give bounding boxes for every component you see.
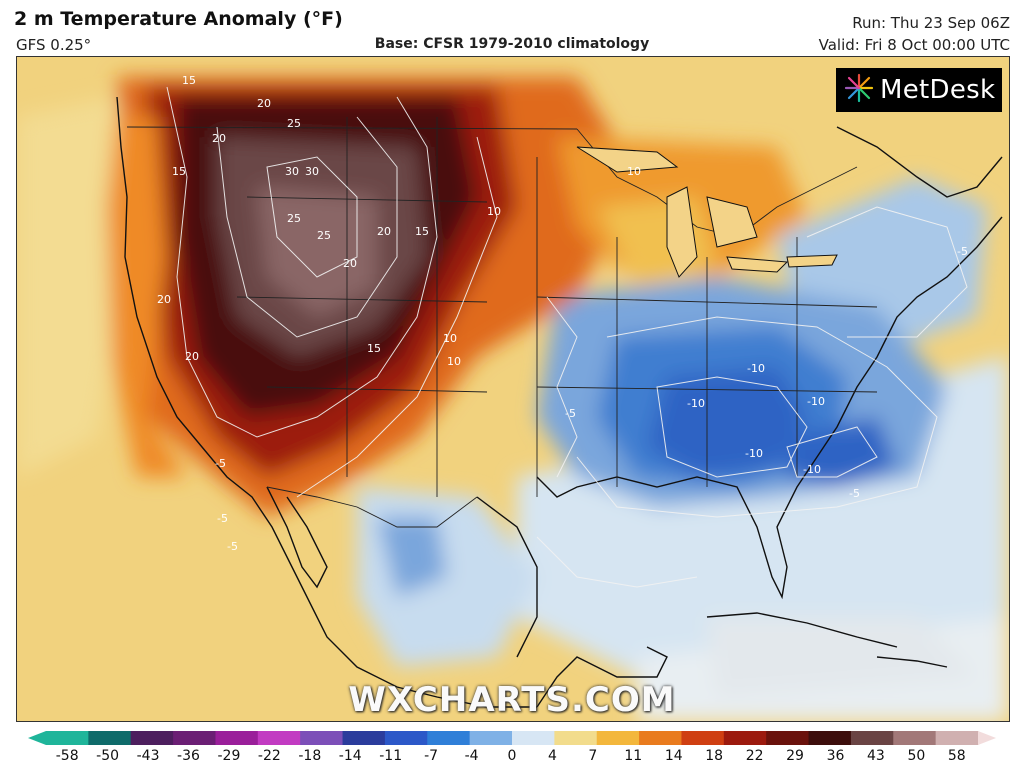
anomaly-field [17, 77, 1007, 721]
contour-label: 30 [305, 165, 319, 178]
colorbar-tick-label: -58 [55, 748, 79, 764]
colorbar-segment [46, 731, 89, 745]
colorbar-segment [342, 731, 386, 745]
colorbar-tick-label: -29 [217, 748, 241, 764]
colorbar-segment [893, 731, 937, 745]
great-lakes [576, 146, 838, 278]
metdesk-starburst-icon [844, 73, 874, 107]
contour-label: 20 [185, 350, 199, 363]
contour-label: -10 [745, 447, 763, 460]
colorbar-tick-label: -4 [464, 748, 479, 764]
colorbar-tick-label: 36 [826, 748, 845, 764]
colorbar-segment [88, 731, 132, 745]
contour-label: 25 [287, 212, 301, 225]
colorbar-segment [554, 731, 598, 745]
colorbar-tick-label: 7 [588, 748, 598, 764]
wxcharts-watermark: WXCHARTS.COM [348, 680, 676, 720]
colorbar-segment [766, 731, 810, 745]
contour-label: 20 [257, 97, 271, 110]
contour-label: 10 [443, 332, 457, 345]
colorbar-segment [850, 731, 894, 745]
colorbar-tick-label: 50 [907, 748, 926, 764]
colorbar-tick-label: -7 [424, 748, 439, 764]
anomaly-map-canvas: 15 20 20 25 30 30 25 25 20 20 15 20 15 2… [17, 57, 1009, 721]
colorbar-tick-label: 43 [867, 748, 885, 764]
contour-label: 10 [487, 205, 501, 218]
colorbar-segment [257, 731, 301, 745]
contour-label: 10 [447, 355, 461, 368]
contour-label: 10 [627, 165, 641, 178]
colorbar-tick-label: 14 [664, 748, 683, 764]
colorbar-segment [427, 731, 471, 745]
colorbar-segment [130, 731, 174, 745]
contour-label: 20 [212, 132, 226, 145]
colorbar-segment [935, 731, 979, 745]
colorbar-segment [173, 731, 217, 745]
colorbar-tick-label: -11 [379, 748, 403, 764]
colorbar-right-arrow [978, 731, 996, 745]
contour-label-group: 15 20 20 25 30 30 25 25 20 20 15 20 15 2… [157, 74, 968, 553]
colorbar-tick-label: -14 [338, 748, 362, 764]
colorbar-segment [300, 731, 344, 745]
colorbar-tick-label: 11 [624, 748, 643, 764]
colorbar-segment [469, 731, 513, 745]
contour-label: -5 [565, 407, 576, 420]
colorbar-segments [28, 731, 996, 745]
contour-label: 15 [172, 165, 186, 178]
coastlines [116, 96, 1003, 708]
colorbar-tick-labels: -58 -50 -43 -36 -29 -22 -18 -14 -11 -7 -4 0 4 7 11 14 18… [0, 748, 1024, 770]
metdesk-logo: MetDesk [836, 68, 1002, 112]
colorbar-segment [681, 731, 725, 745]
borders [126, 117, 878, 528]
colorbar-left-arrow [28, 731, 46, 745]
contour-label: -5 [957, 245, 968, 258]
colorbar-segment [215, 731, 259, 745]
contour-label: 25 [317, 229, 331, 242]
colorbar-segment [808, 731, 852, 745]
contour-label: 15 [415, 225, 429, 238]
contour-label: -5 [849, 487, 860, 500]
colorbar-tick-label: -43 [136, 748, 160, 764]
contour-label: -5 [215, 457, 226, 470]
run-time-label: Run: Thu 23 Sep 06Z [852, 14, 1010, 32]
colorbar-segment [384, 731, 428, 745]
contour-lines [166, 86, 968, 588]
colorbar-tick-label: -18 [298, 748, 322, 764]
contour-label: 15 [182, 74, 196, 87]
colorbar-tick-label: 0 [507, 748, 517, 764]
contour-label: -5 [217, 512, 228, 525]
contour-label: -10 [807, 395, 825, 408]
colorbar-tick-label: 18 [705, 748, 724, 764]
contour-label: 20 [157, 293, 171, 306]
colorbar-segment [512, 731, 555, 745]
valid-time-label: Valid: Fri 8 Oct 00:00 UTC [818, 36, 1010, 54]
colorbar-tick-label: -22 [257, 748, 281, 764]
colorbar [28, 731, 996, 745]
colorbar-tick-label: 58 [947, 748, 966, 764]
colorbar-segment [723, 731, 767, 745]
contour-label: 20 [377, 225, 391, 238]
metdesk-logo-text: MetDesk [880, 75, 996, 105]
anomaly-map: 15 20 20 25 30 30 25 25 20 20 15 20 15 2… [16, 56, 1010, 722]
contour-label: -5 [227, 540, 238, 553]
contour-label: -10 [747, 362, 765, 375]
contour-label: 25 [287, 117, 301, 130]
contour-label: 15 [367, 342, 381, 355]
colorbar-tick-label: 4 [547, 748, 557, 764]
colorbar-tick-label: 22 [745, 748, 764, 764]
colorbar-tick-label: -36 [177, 748, 200, 764]
contour-label: -10 [687, 397, 705, 410]
model-label: GFS 0.25° [16, 36, 92, 54]
contour-label: 30 [285, 165, 299, 178]
colorbar-tick-label: 29 [786, 748, 804, 764]
colorbar-segment [596, 731, 640, 745]
colorbar-tick-label: -50 [96, 748, 120, 764]
base-climatology-label: Base: CFSR 1979-2010 climatology [374, 36, 650, 52]
map-title: 2 m Temperature Anomaly (°F) [14, 8, 343, 30]
contour-label: -10 [803, 463, 821, 476]
contour-label: 20 [343, 257, 357, 270]
colorbar-segment [639, 731, 683, 745]
